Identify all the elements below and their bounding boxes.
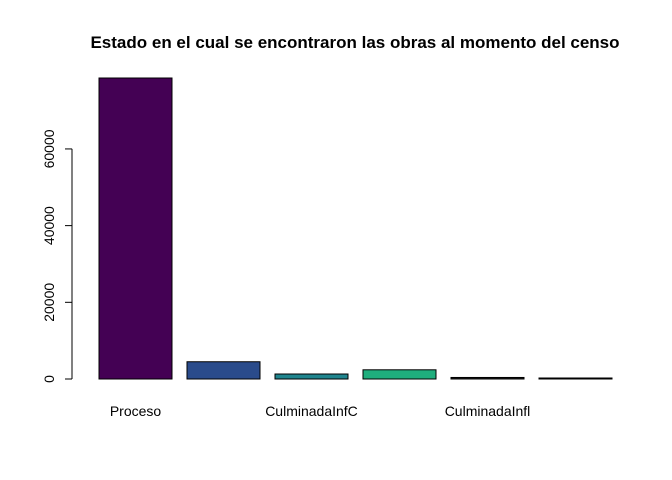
x-tick-label: Proceso	[110, 403, 162, 419]
bars-group	[98, 77, 613, 380]
y-axis: 0 20000 40000 60000	[41, 129, 73, 383]
bar-5	[538, 377, 613, 380]
y-tick-label: 20000	[41, 283, 57, 322]
bar-1	[186, 361, 261, 380]
x-tick-label: CulminadaInfl	[445, 403, 531, 419]
chart-title: Estado en el cual se encontraron las obr…	[90, 33, 619, 52]
y-tick-label: 40000	[41, 206, 57, 245]
bar-4	[450, 376, 525, 380]
bar-2	[274, 373, 349, 380]
bar-0	[98, 77, 173, 380]
bar-3	[362, 369, 437, 380]
y-tick-label: 60000	[41, 129, 57, 168]
y-tick-label: 0	[41, 375, 57, 383]
x-tick-label: CulminadaInfC	[265, 403, 358, 419]
x-tick-labels: Proceso CulminadaInfC CulminadaInfl	[110, 403, 530, 419]
